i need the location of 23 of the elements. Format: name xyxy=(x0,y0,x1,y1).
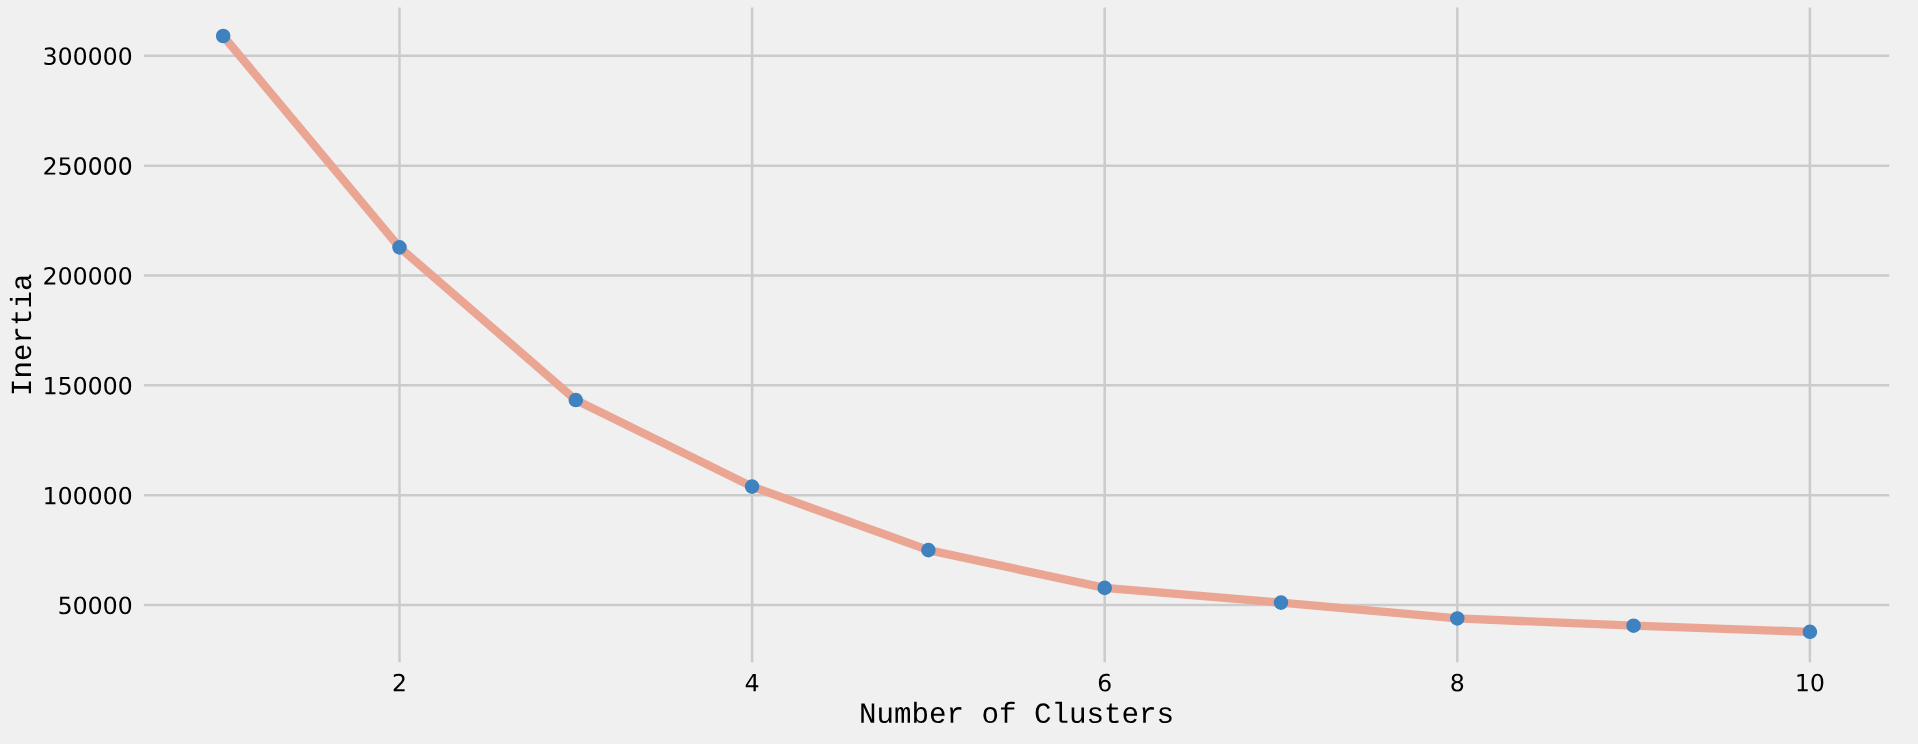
point xyxy=(1626,618,1641,633)
y-tick-label: 250000 xyxy=(44,157,132,175)
y-tick-label: 50000 xyxy=(59,596,132,615)
x-tick-label: 10 xyxy=(1797,673,1824,692)
point xyxy=(1802,624,1818,640)
x-tick-label: 4 xyxy=(745,674,759,692)
y-tick-label: 200000 xyxy=(44,266,132,285)
point xyxy=(1097,580,1112,596)
x-tick-label: 2 xyxy=(393,673,405,692)
point xyxy=(215,28,231,44)
x-tick-label: 8 xyxy=(1451,673,1464,692)
point xyxy=(921,542,936,558)
point xyxy=(568,392,584,408)
x-tick-label: 6 xyxy=(1098,673,1111,692)
y-tick-label: 150000 xyxy=(45,376,132,395)
y-axis-title: Inertia xyxy=(9,274,32,394)
point xyxy=(1273,595,1289,610)
point xyxy=(1450,611,1465,626)
y-tick-label: 100000 xyxy=(45,486,132,505)
x-axis-title: Number of Clusters xyxy=(861,701,1172,724)
point xyxy=(392,240,407,255)
y-tick-label: 300000 xyxy=(44,47,132,66)
point xyxy=(744,479,760,494)
